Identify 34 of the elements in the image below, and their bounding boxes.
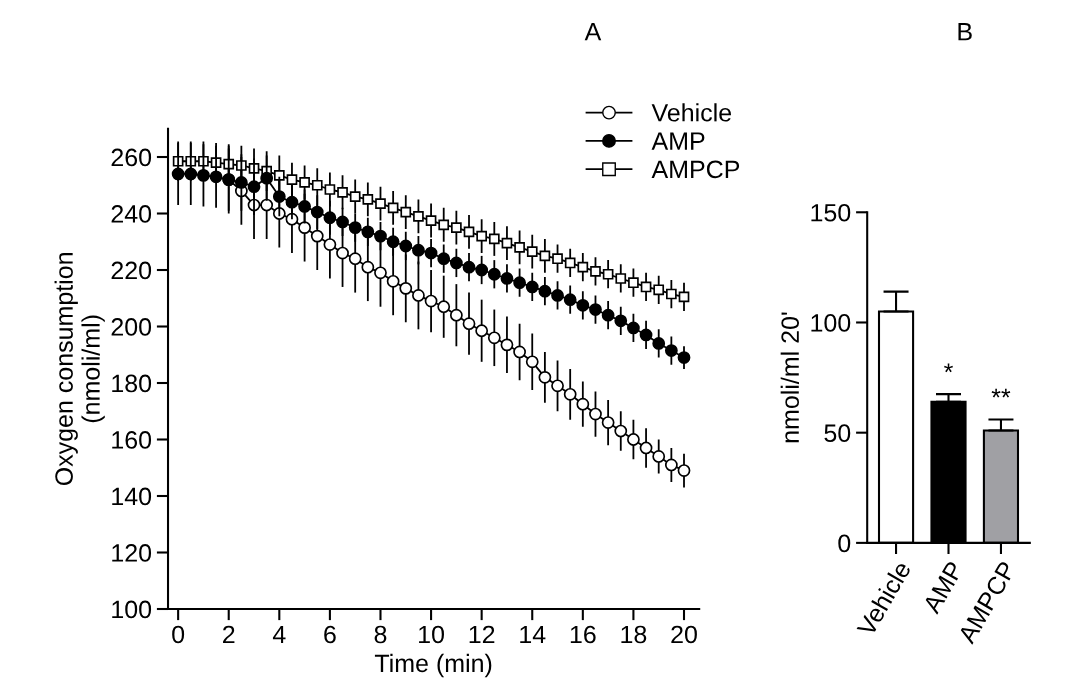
y-tick-label: 100: [112, 600, 152, 619]
legend-label: Vehicle: [651, 103, 732, 122]
x-tick-label: 12: [469, 625, 495, 644]
y-tick-label: 0: [838, 534, 851, 553]
y-tick-label: 160: [112, 431, 152, 449]
y-tick-label: 200: [111, 318, 152, 336]
chart-title: B: [958, 23, 972, 41]
x-tick-label: 10: [419, 625, 444, 644]
x-tick-label: 6: [324, 625, 336, 644]
y-tick-label: 260: [111, 148, 152, 167]
x-tick-label: 2: [223, 625, 235, 644]
x-tick-label: 18: [621, 625, 647, 644]
legend-label: AMPCP: [651, 160, 740, 179]
y-tick-label: 180: [112, 374, 152, 393]
y-axis-title: nmoli/ml 20': [780, 312, 800, 443]
x-tick-label: 16: [570, 625, 596, 644]
chart-title: A: [584, 23, 602, 41]
x-axis-title: Time (min): [374, 653, 492, 678]
y-tick-label: 220: [111, 261, 152, 280]
y-tick-label: 120: [112, 544, 152, 562]
y-tick-label: 140: [112, 487, 152, 506]
annotation: *: [944, 363, 953, 373]
x-tick-label: 14: [520, 625, 546, 644]
x-tick-label: 20: [671, 625, 697, 644]
x-tick-label: 8: [374, 625, 387, 644]
x-tick-label: 0: [172, 625, 185, 644]
y-tick-label: 50: [824, 424, 851, 442]
annotation: **: [991, 388, 1011, 398]
legend-label: AMP: [651, 132, 705, 150]
y-tick-label: 240: [111, 205, 152, 223]
y-tick-label: 150: [811, 203, 851, 222]
y-tick-label: 100: [811, 314, 851, 332]
x-tick-label: 4: [272, 625, 286, 644]
y-axis-title: Oxygen consumption (nmoli/ml): [54, 253, 105, 486]
